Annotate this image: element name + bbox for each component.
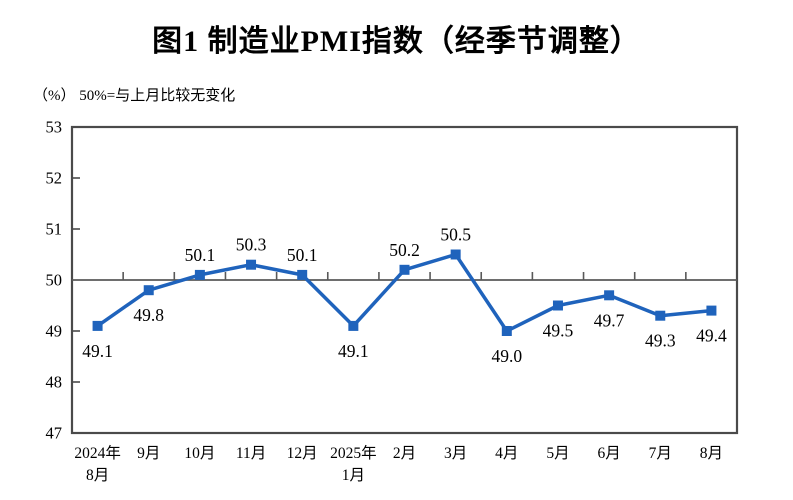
svg-text:53: 53: [46, 118, 63, 137]
svg-text:51: 51: [46, 220, 63, 239]
unit-note: （%） 50%=与上月比较无变化: [33, 88, 236, 104]
svg-text:49.5: 49.5: [543, 321, 574, 341]
svg-text:50.2: 50.2: [389, 240, 420, 260]
y-axis-ticks: [72, 177, 80, 383]
svg-text:2月: 2月: [393, 445, 416, 462]
data-point-marker: [552, 300, 563, 311]
svg-text:49.0: 49.0: [491, 346, 522, 366]
svg-text:47: 47: [46, 424, 63, 443]
svg-text:52: 52: [46, 169, 63, 188]
svg-text:50.5: 50.5: [440, 225, 471, 245]
svg-text:4月: 4月: [495, 445, 518, 462]
svg-text:49: 49: [46, 322, 63, 341]
svg-text:12月: 12月: [287, 445, 318, 462]
data-point-marker: [655, 310, 666, 321]
svg-text:3月: 3月: [444, 445, 467, 462]
svg-text:7月: 7月: [649, 445, 672, 462]
svg-text:9月: 9月: [137, 445, 160, 462]
data-point-marker: [194, 269, 205, 280]
svg-text:6月: 6月: [597, 445, 620, 462]
data-point-marker: [348, 320, 359, 331]
svg-text:50.1: 50.1: [185, 245, 216, 265]
data-point-marker: [297, 269, 308, 280]
svg-text:49.4: 49.4: [696, 326, 727, 346]
chart-title: 图1 制造业PMI指数（经季节调整）: [152, 25, 641, 58]
svg-text:49.3: 49.3: [645, 331, 676, 351]
svg-text:8月: 8月: [700, 445, 723, 462]
y-axis-labels: 47 48 49 50 51 52 53: [46, 118, 63, 443]
svg-text:50: 50: [46, 271, 63, 290]
svg-text:1月: 1月: [342, 467, 365, 484]
svg-text:49.7: 49.7: [594, 310, 625, 330]
data-point-marker: [450, 249, 461, 260]
svg-text:50.1: 50.1: [287, 245, 318, 265]
data-point-marker: [706, 305, 717, 316]
x-axis-labels: 2024年 8月 9月 10月 11月 12月 2025年 1月 2月 3月 4月 5月 6月 7月 8月: [74, 444, 723, 484]
svg-text:10月: 10月: [184, 445, 215, 462]
svg-text:2024年: 2024年: [74, 444, 121, 462]
data-point-marker: [604, 290, 615, 301]
data-point-marker: [399, 264, 410, 275]
svg-text:50.3: 50.3: [236, 235, 267, 255]
svg-text:49.1: 49.1: [82, 341, 113, 361]
svg-text:48: 48: [46, 373, 63, 392]
pmi-series-markers: [92, 249, 717, 336]
svg-text:49.8: 49.8: [133, 305, 164, 325]
svg-text:11月: 11月: [236, 445, 266, 462]
data-value-labels: 49.1 49.8 50.1 50.3 50.1 49.1 50.2 50.5 49.0 49.5…: [82, 225, 727, 367]
svg-text:2025年: 2025年: [330, 444, 377, 462]
x-axis-ticks: [122, 272, 687, 280]
data-point-marker: [501, 326, 512, 336]
data-point-marker: [143, 285, 154, 296]
svg-text:5月: 5月: [546, 445, 569, 462]
data-point-marker: [246, 259, 257, 270]
svg-text:8月: 8月: [86, 467, 109, 484]
svg-text:49.1: 49.1: [338, 341, 369, 361]
data-point-marker: [92, 320, 103, 331]
